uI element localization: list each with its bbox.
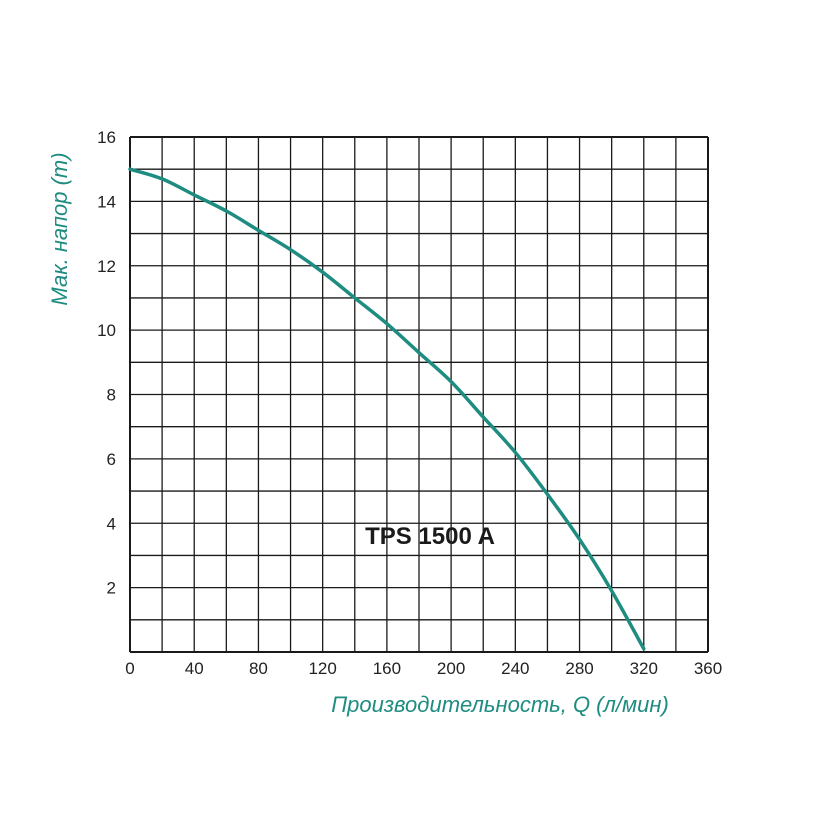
series-annotation: TPS 1500 A (365, 523, 495, 550)
y-tick-label: 4 (107, 514, 116, 533)
y-axis-label: Мак. напор (m) (47, 152, 72, 305)
x-tick-label: 120 (308, 659, 336, 678)
x-tick-label: 0 (125, 659, 134, 678)
x-tick-label: 240 (501, 659, 529, 678)
y-tick-label: 6 (107, 450, 116, 469)
x-axis-label: Производительность, Q (л/мин) (331, 692, 669, 717)
x-tick-label: 80 (249, 659, 268, 678)
x-tick-label: 40 (185, 659, 204, 678)
x-tick-label: 320 (630, 659, 658, 678)
y-tick-label: 16 (97, 128, 116, 147)
y-tick-label: 2 (107, 579, 116, 598)
x-tick-label: 200 (437, 659, 465, 678)
series-layer (128, 167, 646, 651)
series-line (128, 167, 646, 651)
y-tick-label: 14 (97, 192, 116, 211)
x-tick-label: 280 (565, 659, 593, 678)
x-tick-label: 160 (373, 659, 401, 678)
x-axis-ticks: 0 40 80 120 160 200 240 280 320 360 (125, 659, 722, 678)
y-tick-label: 10 (97, 321, 116, 340)
y-tick-label: 8 (107, 386, 116, 405)
x-tick-label: 360 (694, 659, 722, 678)
y-tick-label: 12 (97, 257, 116, 276)
y-axis-ticks: 2 4 6 8 10 12 14 16 (97, 128, 116, 598)
chart-grid (129, 136, 709, 653)
